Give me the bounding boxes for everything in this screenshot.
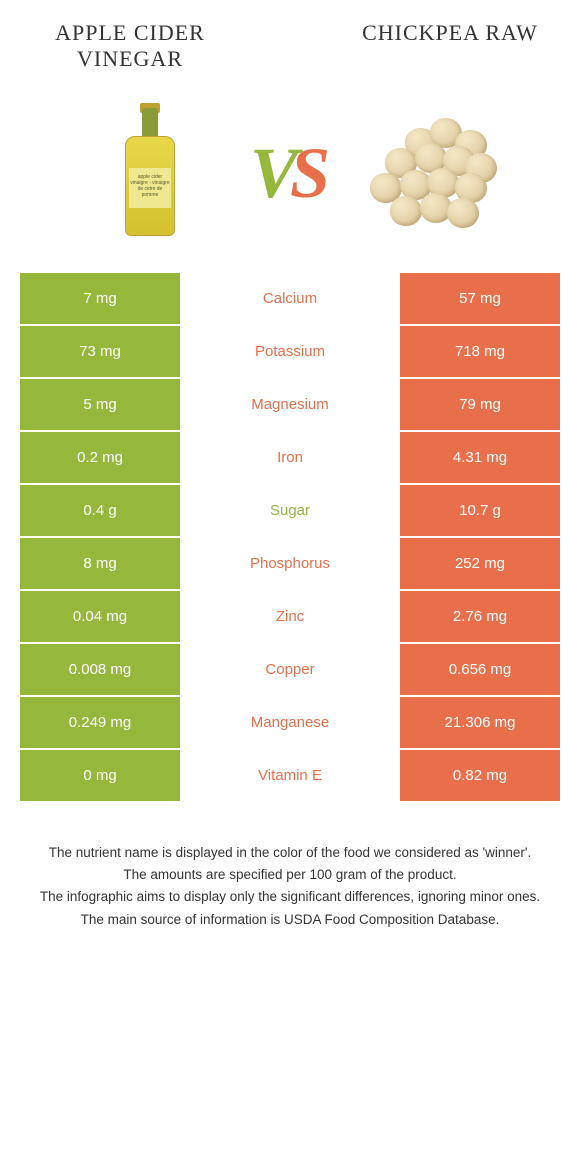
left-value: 0.008 mg: [20, 644, 180, 695]
table-row: 0.249 mgManganese21.306 mg: [20, 697, 560, 750]
nutrient-name: Magnesium: [180, 379, 400, 430]
vs-text: VS: [250, 137, 330, 209]
vinegar-bottle-icon: apple cider vinaigre - vinaigre de cidre…: [125, 108, 175, 238]
left-value: 0.4 g: [20, 485, 180, 536]
footer-line: The infographic aims to display only the…: [30, 887, 550, 907]
nutrient-name: Copper: [180, 644, 400, 695]
table-row: 5 mgMagnesium79 mg: [20, 379, 560, 432]
nutrient-name: Potassium: [180, 326, 400, 377]
nutrient-name: Zinc: [180, 591, 400, 642]
nutrient-name: Vitamin E: [180, 750, 400, 801]
nutrient-name: Phosphorus: [180, 538, 400, 589]
nutrient-name: Sugar: [180, 485, 400, 536]
left-value: 8 mg: [20, 538, 180, 589]
table-row: 7 mgCalcium57 mg: [20, 273, 560, 326]
left-value: 0.04 mg: [20, 591, 180, 642]
left-value: 7 mg: [20, 273, 180, 324]
left-value: 5 mg: [20, 379, 180, 430]
left-value: 73 mg: [20, 326, 180, 377]
table-row: 8 mgPhosphorus252 mg: [20, 538, 560, 591]
footer-line: The amounts are specified per 100 gram o…: [30, 865, 550, 885]
vs-v: V: [250, 133, 290, 213]
right-value: 21.306 mg: [400, 697, 560, 748]
right-value: 4.31 mg: [400, 432, 560, 483]
right-value: 252 mg: [400, 538, 560, 589]
nutrient-name: Iron: [180, 432, 400, 483]
left-food-title: APPLE CIDER VINEGAR: [40, 20, 220, 73]
table-row: 0.008 mgCopper0.656 mg: [20, 644, 560, 697]
right-value: 2.76 mg: [400, 591, 560, 642]
table-row: 0.2 mgIron4.31 mg: [20, 432, 560, 485]
table-row: 0.04 mgZinc2.76 mg: [20, 591, 560, 644]
nutrient-name: Calcium: [180, 273, 400, 324]
left-value: 0.249 mg: [20, 697, 180, 748]
table-row: 0 mgVitamin E0.82 mg: [20, 750, 560, 803]
right-food-title: CHICKPEA RAW: [360, 20, 540, 73]
right-value: 57 mg: [400, 273, 560, 324]
images-row: apple cider vinaigre - vinaigre de cidre…: [0, 83, 580, 273]
left-value: 0 mg: [20, 750, 180, 801]
left-food-image: apple cider vinaigre - vinaigre de cidre…: [80, 103, 220, 243]
bottle-label: apple cider vinaigre - vinaigre de cidre…: [129, 168, 171, 208]
footer-line: The main source of information is USDA F…: [30, 910, 550, 930]
nutrient-name: Manganese: [180, 697, 400, 748]
chickpeas-icon: [365, 118, 495, 228]
right-value: 10.7 g: [400, 485, 560, 536]
table-row: 73 mgPotassium718 mg: [20, 326, 560, 379]
right-value: 79 mg: [400, 379, 560, 430]
vs-s: S: [290, 133, 330, 213]
right-food-image: [360, 103, 500, 243]
footer-notes: The nutrient name is displayed in the co…: [0, 803, 580, 930]
left-value: 0.2 mg: [20, 432, 180, 483]
table-row: 0.4 gSugar10.7 g: [20, 485, 560, 538]
right-value: 0.656 mg: [400, 644, 560, 695]
right-value: 718 mg: [400, 326, 560, 377]
right-value: 0.82 mg: [400, 750, 560, 801]
comparison-table: 7 mgCalcium57 mg73 mgPotassium718 mg5 mg…: [20, 273, 560, 803]
header: APPLE CIDER VINEGAR CHICKPEA RAW: [0, 0, 580, 83]
footer-line: The nutrient name is displayed in the co…: [30, 843, 550, 863]
